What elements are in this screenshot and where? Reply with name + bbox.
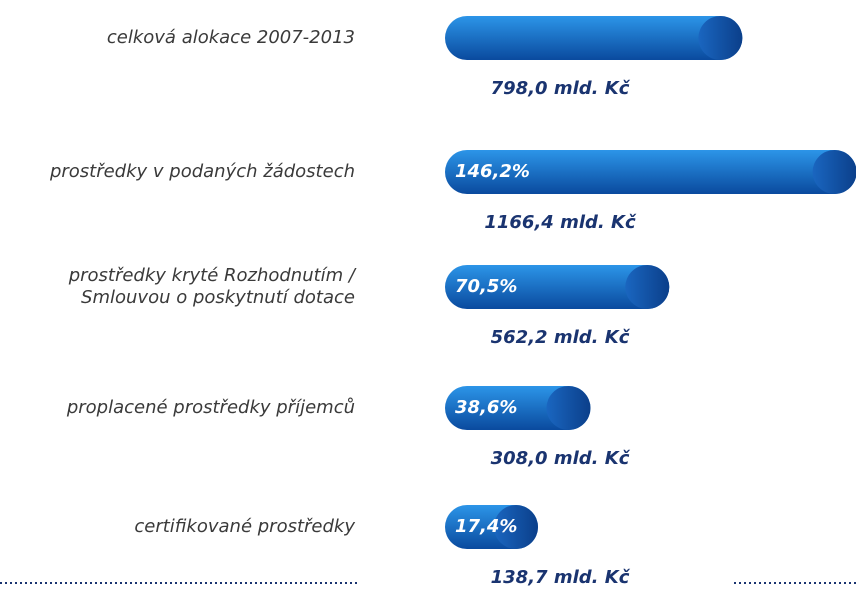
bar-cap [493,505,538,549]
bar [445,265,670,309]
bar [445,16,743,60]
bar [445,505,538,549]
bar-cap [812,150,856,194]
bar-cap [546,386,591,430]
category-label: proplacené prostředky příjemců [66,397,355,418]
value-label: 1166,4 mld. Kč [484,212,637,233]
bar-body [445,16,743,60]
category-label: Smlouvou o poskytnutí dotace [81,287,355,308]
bar-cap [625,265,670,309]
bar-body [445,150,856,194]
percent-label: 146,2% [455,161,530,182]
category-label: certifikované prostředky [134,516,355,537]
bar [445,386,591,430]
category-label: prostředky v podaných žádostech [49,161,355,182]
bar-cap [698,16,743,60]
percent-label: 17,4% [455,516,517,537]
bar [445,150,856,194]
category-label: prostředky kryté Rozhodnutím / [68,265,357,286]
value-label: 562,2 mld. Kč [491,327,631,348]
category-label: celková alokace 2007-2013 [107,27,355,48]
percent-label: 70,5% [455,276,517,297]
value-label: 308,0 mld. Kč [491,448,631,469]
percent-label: 38,6% [455,397,517,418]
value-label: 798,0 mld. Kč [491,78,631,99]
bar-body [445,265,670,309]
value-label: 138,7 mld. Kč [491,567,631,588]
